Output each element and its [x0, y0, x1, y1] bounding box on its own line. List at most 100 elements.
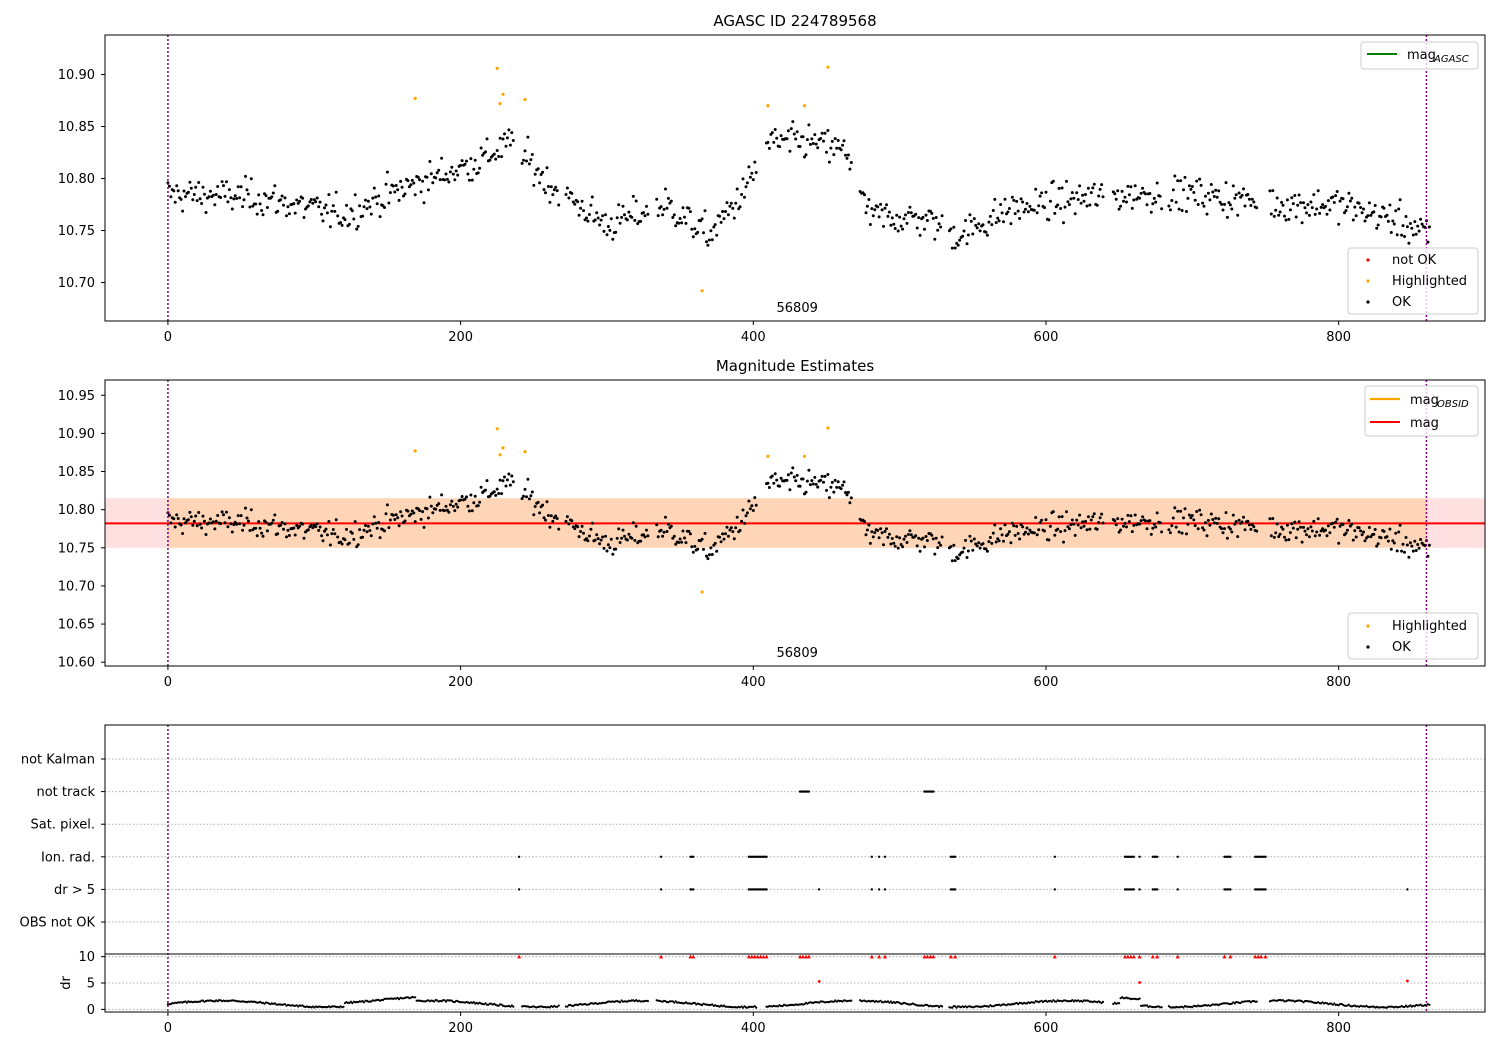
highlighted-point — [413, 96, 417, 100]
mag-legend[interactable]: mag OBSID mag — [1364, 385, 1479, 437]
dr-point — [954, 1005, 957, 1008]
ok-point — [608, 228, 612, 232]
ok-point — [403, 519, 407, 523]
ok-point — [1130, 530, 1134, 534]
ok-point — [260, 209, 264, 212]
ok-point — [1414, 232, 1418, 236]
ok-point — [1144, 519, 1147, 523]
ok-point — [643, 214, 647, 218]
ok-point — [643, 535, 647, 539]
ok-point — [1326, 524, 1330, 528]
flag-mark — [1176, 855, 1179, 858]
ok-point — [1401, 542, 1405, 546]
ok-point — [978, 546, 982, 550]
ok-point — [1332, 525, 1336, 529]
ok-point — [1353, 529, 1357, 533]
ok-point — [868, 223, 872, 226]
ok-point — [1129, 185, 1133, 189]
ok-point — [308, 200, 312, 204]
ok-point — [1376, 223, 1380, 227]
ok-point — [255, 534, 259, 538]
ok-point — [1158, 521, 1162, 525]
ok-point — [630, 215, 634, 219]
ok-point — [230, 207, 234, 211]
y-tick-label: 10.95 — [58, 389, 95, 404]
ok-point — [890, 216, 894, 220]
ok-point — [485, 479, 489, 483]
ok-point — [1293, 520, 1297, 524]
ok-point — [849, 161, 853, 164]
ok-point — [469, 157, 473, 161]
ok-point — [994, 221, 998, 225]
ok-point — [1395, 233, 1399, 237]
ok-point — [1097, 194, 1101, 198]
ok-point — [413, 520, 417, 524]
dr-point — [263, 1002, 266, 1005]
ok-point — [473, 158, 477, 162]
ok-point — [1208, 198, 1212, 202]
ok-point — [311, 526, 315, 530]
ok-point — [1152, 196, 1156, 200]
highlighted-point — [498, 453, 502, 457]
y-tick-label: 10.85 — [58, 465, 95, 480]
ok-point — [586, 539, 590, 543]
mag-agasc-legend[interactable]: mag AGASC — [1360, 41, 1479, 70]
ok-point — [1225, 536, 1229, 540]
ok-point — [501, 137, 505, 141]
dr-capped-marker — [877, 954, 882, 959]
ok-point — [1145, 527, 1149, 531]
status-legend[interactable]: not OK Highlighted OK — [1347, 247, 1479, 315]
ok-point — [437, 502, 441, 506]
ok-point — [693, 227, 697, 231]
ok-point — [786, 473, 790, 477]
ok-point — [548, 525, 552, 529]
ok-point — [1195, 179, 1199, 183]
ok-point — [500, 155, 504, 159]
x-tick-label: 600 — [1034, 675, 1059, 690]
ok-point — [492, 152, 496, 156]
x-tick-label: 0 — [164, 330, 172, 345]
ok-point — [863, 520, 866, 523]
ok-point — [1201, 201, 1205, 205]
ok-point — [229, 196, 233, 200]
dr-capped-marker — [801, 954, 805, 959]
ok-point — [1417, 229, 1421, 233]
ok-point — [352, 537, 356, 541]
dr-point — [497, 1004, 500, 1007]
ok-point — [466, 172, 470, 176]
status-legend-2[interactable]: Highlighted OK — [1347, 612, 1479, 660]
legend-label-mag-obsid: mag — [1410, 393, 1439, 408]
dr-point — [1052, 999, 1055, 1002]
ok-point — [1388, 527, 1392, 531]
ok-point — [678, 537, 682, 541]
ok-point — [504, 484, 508, 488]
ok-point — [732, 216, 736, 220]
dr-point — [1015, 1001, 1018, 1005]
ok-point — [327, 193, 331, 197]
ok-point — [606, 225, 610, 228]
ok-point — [975, 226, 979, 230]
x-tick-label: 800 — [1326, 1021, 1351, 1036]
ok-point — [930, 211, 934, 215]
ok-point — [750, 171, 754, 175]
ok-point — [681, 206, 685, 210]
ok-point — [293, 533, 297, 537]
dr-outlier-point — [817, 980, 821, 983]
ok-point — [876, 528, 880, 532]
ok-point — [747, 165, 751, 169]
ok-point — [264, 194, 268, 198]
ok-point — [1149, 532, 1153, 536]
ok-point — [361, 214, 365, 218]
dr-point — [741, 1006, 745, 1009]
ok-point — [1212, 521, 1216, 525]
ok-point — [339, 221, 343, 225]
ok-point — [203, 192, 206, 196]
dr-point — [673, 1001, 676, 1004]
ok-point — [700, 537, 704, 541]
ok-point — [438, 508, 442, 512]
dr-point — [484, 1002, 487, 1005]
ok-point — [1404, 215, 1408, 218]
ok-point — [1127, 193, 1131, 197]
ok-point — [918, 233, 922, 237]
ok-point — [1255, 206, 1259, 210]
